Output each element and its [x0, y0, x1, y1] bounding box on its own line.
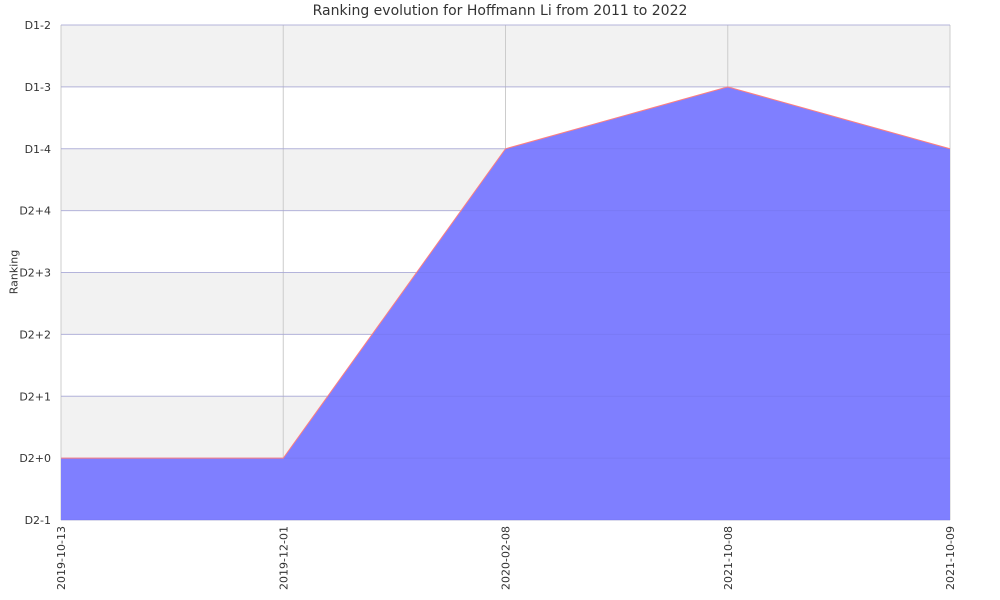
x-tick-label: 2020-02-08	[500, 526, 513, 590]
y-tick-label: D2+0	[19, 452, 51, 465]
y-tick-label: D2+4	[19, 205, 51, 218]
ranking-area	[61, 86, 950, 520]
x-tick-label: 2021-10-08	[722, 526, 735, 590]
x-tick-label: 2021-10-09	[944, 526, 957, 590]
y-tick-label: D2+3	[19, 267, 51, 280]
y-tick-label: D1-3	[25, 81, 51, 94]
chart-title: Ranking evolution for Hoffmann Li from 2…	[312, 3, 688, 19]
y-tick-label: D2+1	[19, 390, 51, 403]
x-tick-label: 2019-12-01	[277, 526, 290, 590]
y-tick-label: D1-2	[25, 19, 51, 32]
y-tick-label: D2+2	[19, 328, 51, 341]
y-tick-label: D1-4	[25, 143, 51, 156]
y-tick-label: D2-1	[25, 514, 51, 527]
x-tick-label: 2019-10-13	[55, 526, 68, 590]
